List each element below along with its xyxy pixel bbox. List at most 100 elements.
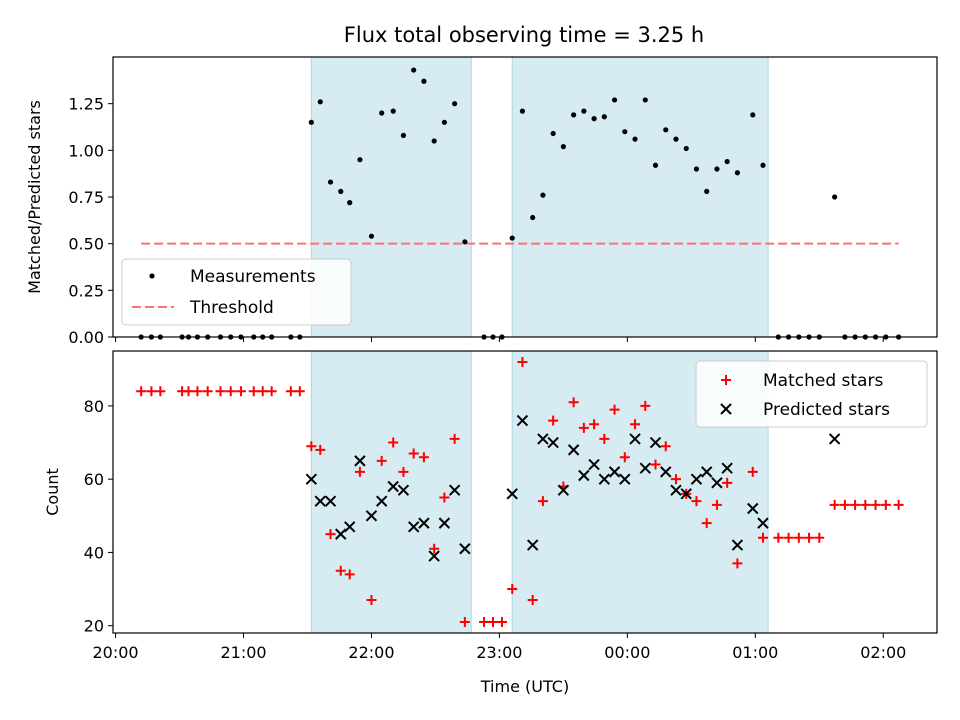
predicted-star-point bbox=[567, 444, 580, 456]
x-axis-label: Time (UTC) bbox=[480, 677, 569, 696]
predicted-star-point bbox=[828, 433, 841, 445]
matched-star-point bbox=[439, 492, 450, 503]
matched-star-point bbox=[893, 499, 904, 510]
matched-star-point bbox=[548, 415, 559, 426]
predicted-star-point bbox=[547, 436, 559, 449]
matched-star-point bbox=[294, 386, 305, 397]
matched-star-point bbox=[860, 499, 871, 510]
measurement-point bbox=[591, 116, 597, 122]
x-tick-label: 21:00 bbox=[220, 643, 266, 662]
matched-star-point bbox=[578, 422, 589, 433]
matched-star-point bbox=[619, 452, 630, 463]
matched-star-point bbox=[215, 386, 226, 397]
measurement-point bbox=[530, 214, 536, 221]
matched-star-point bbox=[660, 441, 671, 452]
measurement-point bbox=[317, 99, 323, 105]
matched-star-point bbox=[235, 386, 246, 397]
measurement-point bbox=[452, 101, 458, 107]
legend-box bbox=[695, 360, 928, 428]
predicted-star-point bbox=[721, 462, 733, 474]
matched-star-point bbox=[449, 433, 460, 444]
y-tick-label: 0.50 bbox=[68, 235, 104, 254]
x-tick-label: 01:00 bbox=[732, 643, 778, 662]
matched-star-point bbox=[388, 437, 399, 448]
measurement-point bbox=[390, 108, 396, 114]
predicted-star-point bbox=[731, 539, 744, 551]
x-tick-label: 00:00 bbox=[604, 643, 650, 662]
predicted-star-point bbox=[365, 510, 378, 522]
matched-star-point bbox=[225, 386, 236, 397]
predicted-star-point bbox=[418, 517, 430, 529]
predicted-star-point bbox=[747, 502, 759, 515]
measurement-point bbox=[601, 114, 607, 120]
y-tick-label: 60 bbox=[84, 470, 104, 489]
matched-star-point bbox=[366, 595, 377, 606]
predicted-star-point bbox=[314, 495, 326, 507]
chart-title: Flux total observing time = 3.25 h bbox=[344, 23, 704, 47]
matched-star-point bbox=[155, 386, 166, 397]
matched-star-point bbox=[701, 518, 712, 529]
matched-star-point bbox=[670, 474, 681, 485]
matched-star-point bbox=[192, 386, 203, 397]
matched-star-point bbox=[650, 459, 661, 470]
predicted-star-point bbox=[387, 480, 399, 493]
shaded-span bbox=[511, 56, 769, 338]
measurement-point bbox=[400, 132, 407, 138]
measurement-point bbox=[571, 112, 577, 118]
predicted-star-point bbox=[506, 488, 518, 500]
legend-label-matched: Matched stars bbox=[763, 371, 883, 391]
matched-star-point bbox=[850, 499, 861, 510]
matched-star-point bbox=[711, 499, 722, 510]
matched-star-point bbox=[870, 499, 881, 510]
predicted-star-point bbox=[428, 550, 440, 562]
predicted-star-point bbox=[526, 539, 539, 551]
measurement-point bbox=[734, 170, 740, 176]
legend-label-measurements: Measurements bbox=[190, 267, 316, 287]
measurement-point bbox=[462, 239, 468, 245]
y-axis-label: Matched/Predicted stars bbox=[25, 100, 44, 294]
measurement-point bbox=[431, 138, 437, 144]
predicted-star-point bbox=[397, 484, 410, 496]
predicted-star-point bbox=[344, 521, 356, 533]
measurement-point bbox=[368, 233, 375, 239]
y-tick-label: 0.75 bbox=[68, 188, 104, 207]
matched-star-point bbox=[527, 595, 538, 606]
measurement-point bbox=[509, 235, 515, 241]
matched-star-point bbox=[773, 532, 784, 543]
matched-star-point bbox=[257, 386, 268, 397]
predicted-star-point bbox=[711, 477, 723, 489]
matched-star-point bbox=[599, 433, 610, 444]
measurement-point bbox=[632, 136, 638, 142]
legend-marker-predicted bbox=[720, 403, 732, 415]
y-axis-label: Count bbox=[43, 468, 62, 516]
y-tick-label: 0.25 bbox=[68, 281, 104, 300]
legend: Measurements Threshold bbox=[121, 258, 352, 326]
predicted-star-point bbox=[459, 543, 471, 555]
matched-star-point bbox=[496, 617, 507, 628]
y-tick-label: 1.25 bbox=[68, 95, 104, 114]
measurement-point bbox=[338, 188, 344, 194]
predicted-star-point bbox=[639, 462, 651, 474]
measurement-point bbox=[581, 108, 587, 114]
series-matched-stars bbox=[136, 356, 904, 628]
y-tick-label: 40 bbox=[84, 543, 104, 562]
measurement-point bbox=[540, 192, 546, 198]
measurement-point bbox=[308, 119, 314, 125]
matched-star-point bbox=[479, 617, 490, 628]
measurement-point bbox=[673, 136, 679, 142]
measurement-point bbox=[622, 129, 628, 135]
matched-star-point bbox=[814, 532, 825, 543]
y-tick-label: 0.00 bbox=[68, 328, 104, 347]
predicted-star-point bbox=[700, 466, 713, 478]
panel-top: 0.00 0.25 0.50 0.75 1.00 1.25 Matched/Predicte… bbox=[25, 56, 938, 347]
matched-star-point bbox=[630, 419, 641, 430]
matched-star-point bbox=[839, 499, 850, 510]
predicted-star-point bbox=[690, 473, 703, 485]
measurement-point bbox=[693, 166, 700, 172]
matched-star-point bbox=[517, 356, 528, 367]
predicted-star-point bbox=[438, 517, 451, 529]
matched-star-point bbox=[429, 543, 440, 554]
x-tick-label: 23:00 bbox=[476, 643, 522, 662]
predicted-star-point bbox=[324, 495, 337, 507]
